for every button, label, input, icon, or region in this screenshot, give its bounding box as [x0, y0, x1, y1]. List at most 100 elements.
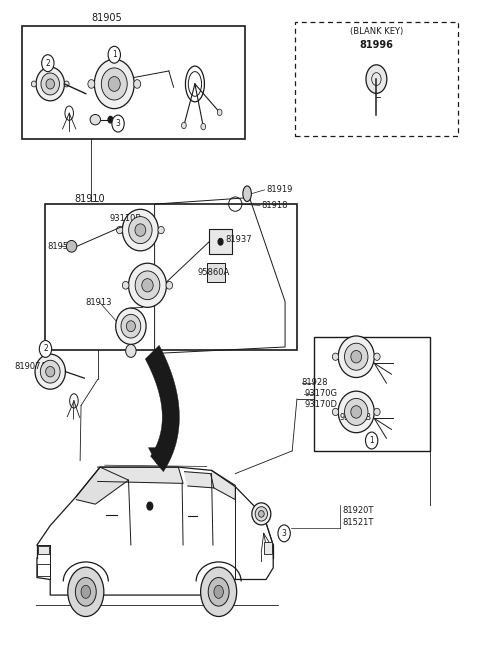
Text: 93170G: 93170G: [304, 389, 337, 398]
Ellipse shape: [243, 186, 252, 202]
Ellipse shape: [35, 354, 65, 389]
Circle shape: [108, 117, 113, 123]
Circle shape: [81, 586, 91, 598]
Ellipse shape: [338, 391, 374, 433]
Ellipse shape: [64, 81, 69, 87]
Circle shape: [108, 47, 120, 63]
Ellipse shape: [345, 343, 368, 370]
Circle shape: [147, 502, 153, 510]
Bar: [207, 263, 225, 282]
Ellipse shape: [66, 240, 77, 252]
Circle shape: [201, 567, 237, 616]
Circle shape: [68, 567, 104, 616]
Ellipse shape: [122, 210, 158, 251]
Text: 81907A: 81907A: [14, 362, 47, 371]
Ellipse shape: [126, 321, 135, 331]
Ellipse shape: [121, 314, 141, 338]
Text: 3: 3: [282, 529, 287, 538]
Ellipse shape: [217, 109, 222, 115]
Ellipse shape: [126, 345, 136, 358]
Circle shape: [42, 55, 54, 71]
Circle shape: [112, 115, 124, 132]
Ellipse shape: [116, 308, 146, 345]
Ellipse shape: [40, 360, 60, 383]
Ellipse shape: [255, 507, 267, 521]
Ellipse shape: [332, 408, 339, 415]
Ellipse shape: [158, 227, 164, 234]
Polygon shape: [184, 472, 214, 488]
Ellipse shape: [117, 227, 123, 234]
Bar: [295, 22, 458, 136]
Text: 81913: 81913: [86, 298, 112, 307]
Bar: [38, 546, 49, 553]
Circle shape: [39, 341, 52, 358]
Text: 95860A: 95860A: [197, 268, 229, 277]
Text: 2: 2: [43, 345, 48, 354]
Text: 81920T: 81920T: [342, 506, 373, 515]
Bar: [37, 564, 50, 576]
Circle shape: [218, 238, 223, 245]
Text: 1: 1: [112, 50, 117, 59]
Ellipse shape: [142, 278, 153, 292]
Circle shape: [278, 525, 290, 542]
Ellipse shape: [95, 60, 134, 109]
Ellipse shape: [252, 503, 271, 525]
Ellipse shape: [46, 79, 55, 89]
Bar: [264, 542, 272, 553]
Polygon shape: [97, 467, 183, 483]
Ellipse shape: [345, 398, 368, 426]
Polygon shape: [212, 470, 235, 500]
Ellipse shape: [36, 67, 64, 101]
Ellipse shape: [108, 77, 120, 91]
Polygon shape: [145, 345, 180, 472]
Ellipse shape: [129, 263, 167, 307]
Ellipse shape: [166, 282, 173, 289]
Ellipse shape: [46, 366, 55, 377]
Text: 81919: 81919: [266, 185, 292, 195]
Ellipse shape: [129, 217, 152, 244]
Ellipse shape: [41, 73, 60, 95]
Ellipse shape: [122, 282, 129, 289]
Polygon shape: [76, 467, 129, 504]
Ellipse shape: [374, 353, 380, 360]
Ellipse shape: [135, 224, 146, 236]
Ellipse shape: [181, 122, 186, 128]
Bar: [22, 26, 245, 139]
Ellipse shape: [88, 80, 95, 88]
Ellipse shape: [90, 115, 100, 125]
Text: 81910: 81910: [74, 195, 105, 204]
Ellipse shape: [374, 408, 380, 415]
Circle shape: [75, 578, 96, 606]
Ellipse shape: [332, 353, 339, 360]
Text: 93170D: 93170D: [304, 400, 337, 409]
Text: 1: 1: [369, 436, 374, 445]
Ellipse shape: [351, 405, 361, 418]
Bar: [46, 204, 297, 350]
Bar: [209, 229, 232, 254]
Circle shape: [208, 578, 229, 606]
Bar: [313, 337, 430, 451]
Text: 93110B: 93110B: [109, 214, 142, 223]
Circle shape: [366, 65, 387, 94]
Text: 81928: 81928: [301, 378, 328, 387]
Ellipse shape: [351, 350, 361, 363]
Ellipse shape: [101, 68, 127, 100]
Ellipse shape: [338, 336, 374, 377]
Text: 81521T: 81521T: [342, 518, 373, 527]
Ellipse shape: [31, 81, 36, 87]
Text: 3: 3: [116, 119, 120, 128]
Text: 95440B: 95440B: [340, 413, 372, 422]
Text: 81958: 81958: [47, 242, 73, 251]
Ellipse shape: [259, 511, 264, 517]
Ellipse shape: [135, 271, 160, 299]
Ellipse shape: [201, 123, 205, 130]
Text: 81905: 81905: [92, 12, 122, 22]
Text: (BLANK KEY): (BLANK KEY): [350, 28, 403, 37]
Text: 81918: 81918: [261, 201, 288, 210]
Circle shape: [365, 432, 378, 449]
Text: 2: 2: [46, 59, 50, 67]
Polygon shape: [148, 447, 164, 464]
Ellipse shape: [134, 80, 141, 88]
Text: 81937: 81937: [226, 235, 252, 244]
Circle shape: [214, 586, 223, 598]
